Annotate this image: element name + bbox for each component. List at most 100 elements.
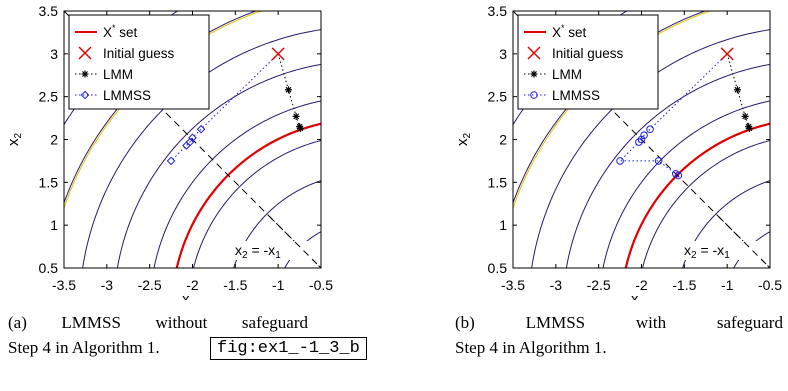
star-stroke (293, 113, 300, 120)
caption-b-word: with (635, 313, 667, 332)
contour-line (531, 29, 770, 268)
legend-superscript: * (561, 23, 565, 33)
annotation-bg (681, 241, 767, 260)
annotation-subscript: 2 (242, 250, 248, 261)
star-stroke (734, 86, 741, 93)
caption-b-word: (b) (455, 313, 475, 332)
diagonal-dashed-line-over (718, 216, 771, 269)
legend-label: Initial guess (103, 46, 175, 61)
lmm-point (284, 86, 292, 94)
legend-cross-swatch (78, 46, 92, 60)
legend-box (68, 14, 210, 110)
x-tick-label: -1 (272, 277, 285, 293)
cross-stroke (527, 46, 541, 60)
y-tick-label: 3.5 (488, 3, 508, 19)
legend-label: LMM (103, 67, 133, 82)
lmmss-point (182, 141, 191, 150)
contour-line (682, 180, 770, 268)
x-tick-label: -3 (550, 277, 563, 293)
legend: X* set Initial guess LMM LMMSS (517, 14, 659, 110)
lmmss-path (170, 53, 279, 162)
star-stroke (285, 86, 292, 93)
caption-b-word: LMMSS (525, 313, 586, 332)
x-tick-label: -3 (101, 277, 114, 293)
figure: -3.5 -3 -2.5 -2 -1.5 -1 -0.5 0.5 1 1.5 2 2.5 3 3.5 x1 x… (5, 3, 782, 300)
annotation-subscript: 2 (691, 250, 697, 261)
x-axis-label: x1 (631, 291, 645, 300)
star-stroke (742, 113, 749, 120)
x-axis-label: x1 (182, 291, 196, 300)
y-tick-label: 1.5 (488, 174, 508, 190)
lmmss-point (196, 124, 206, 134)
caption-b: (b) LMMSS with safeguard Step 4 in Algor… (455, 310, 783, 360)
y-tick-label: 3.5 (39, 3, 59, 19)
x-tick-label: -2.5 (587, 277, 611, 293)
legend-box (517, 14, 659, 110)
legend: X* set Initial guess LMM LMMSS (68, 14, 210, 110)
lmmss-point (635, 138, 643, 146)
y-tick-label: 2.5 (488, 89, 508, 105)
x-tick-label: -2 (186, 277, 199, 293)
annotation-mid: = -x (697, 242, 725, 258)
cross-stroke (720, 47, 734, 61)
x-tick-label: -0.5 (758, 277, 782, 293)
caption-b-word: safeguard (716, 313, 783, 332)
annotation-bg (232, 241, 318, 260)
y-axis-label-subscript: 2 (462, 133, 473, 139)
contour-line (82, 29, 321, 268)
annotation-subscript: 1 (724, 250, 730, 261)
star-stroke (531, 71, 537, 77)
x-tick-label: -1.5 (223, 277, 247, 293)
lmmss-point (616, 157, 624, 165)
legend-marker-swatch (80, 90, 90, 100)
legend-cross-swatch (527, 46, 541, 60)
legend-superscript: * (112, 23, 116, 33)
x-tick-label: -0.5 (309, 277, 333, 293)
xstar-set-curve (175, 122, 321, 268)
y-axis-label-subscript: 2 (13, 133, 24, 139)
y-tick-label: 2 (499, 132, 507, 148)
y-axis-label: x2 (454, 133, 473, 147)
x-axis-label-subscript: 1 (638, 299, 644, 300)
y-tick-label: 0.5 (39, 260, 59, 276)
x-tick-label: -1.5 (672, 277, 696, 293)
caption-a-line-2: Step 4 in Algorithm 1. (8, 338, 160, 357)
legend-label-rest: set (565, 25, 587, 40)
caption-a-word: LMMSS (61, 313, 121, 332)
panel-b: -3.5 -3 -2.5 -2 -1.5 -1 -0.5 0.5 1 1.5 2 2.5 3 3.5 x1 x… (454, 3, 782, 300)
diagonal-dashed-line-over (269, 216, 322, 269)
contour-line (153, 100, 321, 268)
legend-marker-swatch (530, 91, 538, 99)
caption-b-line-2: Step 4 in Algorithm 1. (455, 338, 607, 357)
legend-star-swatch (530, 70, 538, 78)
figure-label-box: fig:ex1_-1_3_b (210, 337, 367, 360)
lmmss-point (640, 131, 648, 140)
y-tick-label: 1.5 (39, 174, 59, 190)
y-tick-label: 1 (499, 217, 507, 233)
caption-b-line-1: (b) LMMSS with safeguard (455, 310, 783, 335)
star-stroke (746, 125, 753, 132)
contour-line (193, 140, 321, 268)
caption-a-word: without (155, 313, 208, 332)
legend-star-swatch (81, 70, 89, 78)
lmmss-point (654, 157, 663, 165)
star-stroke (297, 125, 304, 132)
initial-guess-point (720, 47, 734, 61)
cross-stroke (271, 47, 285, 61)
xstar-set-curve (624, 122, 770, 268)
lmmss-point (166, 156, 176, 166)
contour-line (642, 140, 770, 268)
lmmss-point (637, 135, 646, 144)
contour-line (233, 180, 321, 268)
x-tick-label: -1 (721, 277, 734, 293)
caption-a-line-1: (a) LMMSS without safeguard (8, 310, 308, 335)
legend-label: Initial guess (552, 46, 624, 61)
lmm-point (741, 112, 749, 120)
x-tick-label: -3.5 (501, 277, 525, 293)
star-stroke (82, 71, 88, 77)
y-tick-label: 2.5 (39, 89, 59, 105)
legend-label: LMM (552, 67, 582, 82)
caption-a-word: safeguard (241, 313, 308, 332)
legend-label: LMMSS (552, 88, 600, 103)
caption-a: (a) LMMSS without safeguard Step 4 in Al… (8, 310, 308, 360)
